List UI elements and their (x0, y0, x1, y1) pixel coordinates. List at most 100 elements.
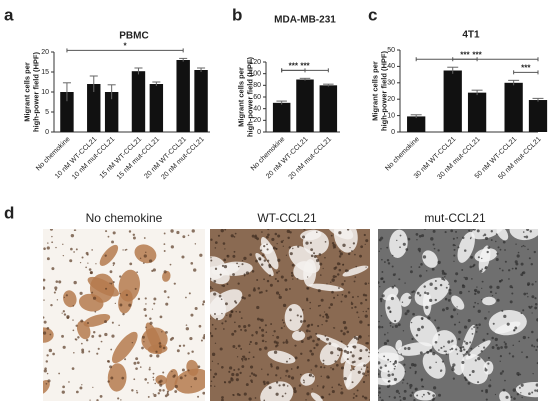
micrograph-cell (453, 323, 457, 326)
micrograph-cell (265, 331, 268, 333)
micrograph-cell (444, 297, 448, 301)
micrograph-cell (261, 368, 263, 370)
micrograph-cell (438, 333, 441, 336)
micrograph-region (389, 229, 408, 258)
micrograph-cell (105, 230, 108, 233)
panel-label: a (4, 5, 14, 24)
micrograph-cell (415, 388, 417, 390)
micrograph-cell (403, 363, 406, 366)
micrograph-cell (258, 291, 262, 294)
micrograph-cell (453, 254, 456, 257)
micrograph-cell (79, 386, 83, 390)
micrograph-cell (242, 355, 244, 358)
micrograph-cell (278, 295, 282, 300)
micrograph-cell (463, 376, 467, 379)
micrograph-cell (262, 380, 266, 384)
micrograph-cell (344, 326, 348, 330)
micrograph-cell (275, 374, 278, 377)
micrograph-cell (484, 236, 489, 240)
micrograph-cell (406, 382, 409, 385)
micrograph-cell (147, 395, 150, 398)
micrograph-cell (521, 245, 523, 248)
micrograph-cell (536, 318, 538, 322)
micrograph-cell (425, 305, 429, 310)
micrograph-cell (445, 353, 448, 356)
micrograph-cell (202, 391, 205, 395)
micrograph-cell (267, 229, 270, 231)
micrograph-cell (119, 275, 122, 278)
micrograph-cell (263, 382, 266, 386)
micrograph-cell (309, 307, 311, 310)
micrograph-cell (342, 243, 346, 247)
chart-title: PBMC (119, 31, 148, 42)
micrograph-cell (368, 335, 370, 337)
micrograph-cell (243, 392, 247, 396)
micrograph-cell (521, 271, 524, 274)
micrograph-cell (287, 236, 290, 240)
micrograph-cell (322, 362, 325, 365)
micrograph-cell (290, 271, 294, 275)
micrograph-cell (400, 353, 403, 355)
micrograph-cell (249, 365, 254, 369)
micrograph-cell (179, 376, 183, 380)
micrograph-cell (55, 246, 57, 249)
micrograph-cell (382, 280, 386, 284)
micrograph-cell (352, 396, 355, 399)
micrograph-cell (426, 292, 430, 295)
micrograph-cell (260, 249, 263, 252)
micrograph-cell (46, 257, 50, 261)
y-tick-label: 0 (257, 129, 261, 136)
micrograph-cell (112, 231, 116, 235)
micrograph-cell (110, 348, 113, 351)
micrograph-cell (471, 328, 473, 330)
micrograph-cell (328, 342, 332, 346)
micrograph-cell (71, 367, 75, 370)
micrograph-cell (258, 347, 262, 351)
micrograph-region (319, 342, 341, 366)
micrograph-cell (94, 310, 97, 313)
micrograph-cell (93, 331, 96, 334)
micrograph-cell (410, 321, 413, 324)
micrograph-cell (326, 375, 330, 379)
micrograph-cell (133, 361, 137, 365)
micrograph-cell (243, 256, 247, 261)
micrograph-cell (350, 301, 353, 303)
micrograph-cell (275, 366, 280, 370)
micrograph-cell (352, 368, 355, 371)
micrograph-cell (187, 352, 190, 355)
micrograph-cell (432, 397, 436, 400)
micrograph-cell (485, 389, 488, 392)
micrograph-cell (81, 350, 85, 354)
micrograph-cell (235, 310, 237, 313)
micrograph-cell (518, 386, 521, 389)
micrograph-cell (330, 303, 334, 307)
micrograph-cell (527, 296, 529, 298)
micrograph-cell (392, 362, 395, 366)
micrograph-cell (351, 250, 353, 252)
micrograph-cell (176, 230, 180, 235)
micrograph-cell (107, 360, 110, 363)
micrograph-cell (119, 292, 121, 295)
micrograph-cell (153, 302, 156, 305)
micrograph-cell (449, 348, 452, 351)
micrograph-region (474, 248, 498, 262)
micrograph-cell (303, 380, 305, 382)
micrograph-cell (291, 274, 294, 277)
micrograph-cell (494, 393, 497, 396)
micrograph-cell (79, 262, 82, 264)
micrograph-cell (402, 330, 405, 332)
panel-label: d (4, 203, 14, 222)
micrograph-region (107, 363, 127, 392)
micrograph-cell (515, 262, 519, 266)
micrograph-cell (403, 347, 407, 350)
micrograph-cell (232, 273, 235, 276)
micrograph-cell (221, 365, 224, 369)
micrograph-cell (402, 242, 406, 246)
micrograph-cell (109, 282, 111, 284)
micrograph-cell (296, 366, 299, 370)
micrograph-cell (428, 392, 431, 395)
micrograph-cell (383, 333, 386, 336)
micrograph-cell (238, 324, 241, 328)
micrograph-cell (63, 313, 67, 316)
micrograph-cell (167, 296, 170, 299)
